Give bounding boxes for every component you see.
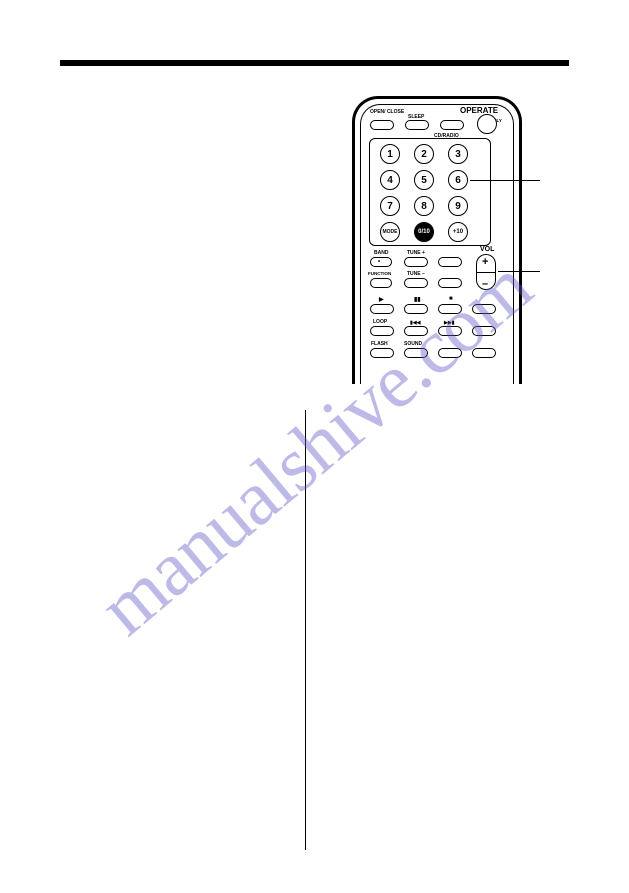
section-subtitle: For CD playback, you can use either the … [60, 124, 300, 179]
label-function: FUNCTION [368, 271, 391, 276]
section-title: Playing the CD player [60, 90, 260, 113]
btn-loop [370, 326, 394, 336]
locate-eg-label: Example: [60, 560, 104, 571]
enjoy-title: Enjoying CDs [60, 410, 295, 426]
tip-body: If the CD player is in Shuffle Play mode… [60, 645, 295, 686]
label-tune-minus: TUNE – [407, 271, 425, 277]
btn-stop [438, 304, 462, 314]
btn-num-6: 6 [448, 170, 468, 190]
check-title: To check the total number of tracks and … [325, 432, 560, 459]
btn-zero-ten: 0/10 [414, 222, 434, 242]
btn-spare-5 [438, 348, 462, 358]
note-item: When you set the CD play mode to “SHUFFL… [325, 518, 560, 559]
note-item: When a track whose track number is highe… [325, 597, 560, 638]
btn-vol-rocker: + – [476, 254, 496, 290]
label-flash: FLASH [371, 341, 388, 347]
column-divider [305, 410, 306, 850]
btn-sound [404, 348, 428, 358]
btn-num-3: 3 [448, 144, 468, 164]
btn-band: • [370, 257, 392, 267]
btn-prev [404, 326, 428, 336]
page-number: 14 [60, 870, 71, 881]
label-vol: VOL [480, 246, 494, 253]
btn-play [370, 304, 394, 314]
label-band: BAND [374, 250, 388, 256]
note-label: Note [325, 502, 560, 516]
btn-cd-radio-small [440, 120, 464, 130]
btn-function [370, 278, 392, 288]
lead-vol [498, 271, 540, 272]
btn-num-4: 4 [380, 170, 400, 190]
btn-spare-1 [438, 257, 462, 267]
enjoy-body: The basic CD playback procedure is expla… [60, 432, 295, 473]
btn-sleep [405, 120, 429, 130]
btn-num-1: 1 [380, 144, 400, 164]
locate-body: Press the number buttons of the track yo… [60, 524, 295, 551]
locate-eg: To play track number 23, press +10 twice… [60, 581, 295, 622]
left-column: Enjoying CDs The basic CD playback proce… [60, 410, 295, 693]
label-operate: OPERATE [460, 106, 498, 115]
callout-volume: VOL +, – [545, 266, 569, 286]
btn-pause [404, 304, 428, 314]
btn-next [438, 326, 462, 336]
note-item: If you load a disc with 21 or more track… [325, 564, 560, 591]
locate-title: Locating a specific track [60, 503, 295, 517]
btn-operate [477, 114, 497, 134]
remote-illustration: OPEN/ CLOSE SLEEP OPERATE AC ONLY CD/RAD… [352, 96, 522, 384]
btn-flash [370, 348, 394, 358]
btn-tune-plus [404, 257, 428, 267]
right-column: Using the display To check the total num… [325, 410, 560, 644]
top-rule [60, 60, 569, 66]
btn-num-8: 8 [414, 196, 434, 216]
btn-num-5: 5 [414, 170, 434, 190]
btn-spare-6 [472, 348, 496, 358]
display-title: Using the display [325, 410, 560, 426]
btn-spare-4 [472, 326, 496, 336]
numbuttons-title: Using the number buttons [60, 481, 295, 497]
btn-num-7: 7 [380, 196, 400, 216]
btn-open-close [370, 120, 394, 130]
btn-spare-3 [472, 304, 496, 314]
label-tune-plus: TUNE + [407, 250, 425, 256]
btn-tune-minus [404, 278, 428, 288]
btn-mode: MODE [380, 222, 400, 242]
callout-numbers: Number buttons [545, 175, 577, 195]
lead-numbers [470, 180, 540, 181]
label-loop: LOOP [373, 319, 387, 325]
btn-plus-ten: +10 [448, 222, 468, 242]
label-open-close: OPEN/ CLOSE [370, 110, 404, 115]
btn-spare-2 [438, 278, 462, 288]
btn-num-2: 2 [414, 144, 434, 164]
label-sound: SOUND [404, 341, 422, 347]
tip-label: Tip [60, 629, 295, 643]
check-body: You can check them before starting to pl… [325, 467, 560, 494]
btn-num-9: 9 [448, 196, 468, 216]
